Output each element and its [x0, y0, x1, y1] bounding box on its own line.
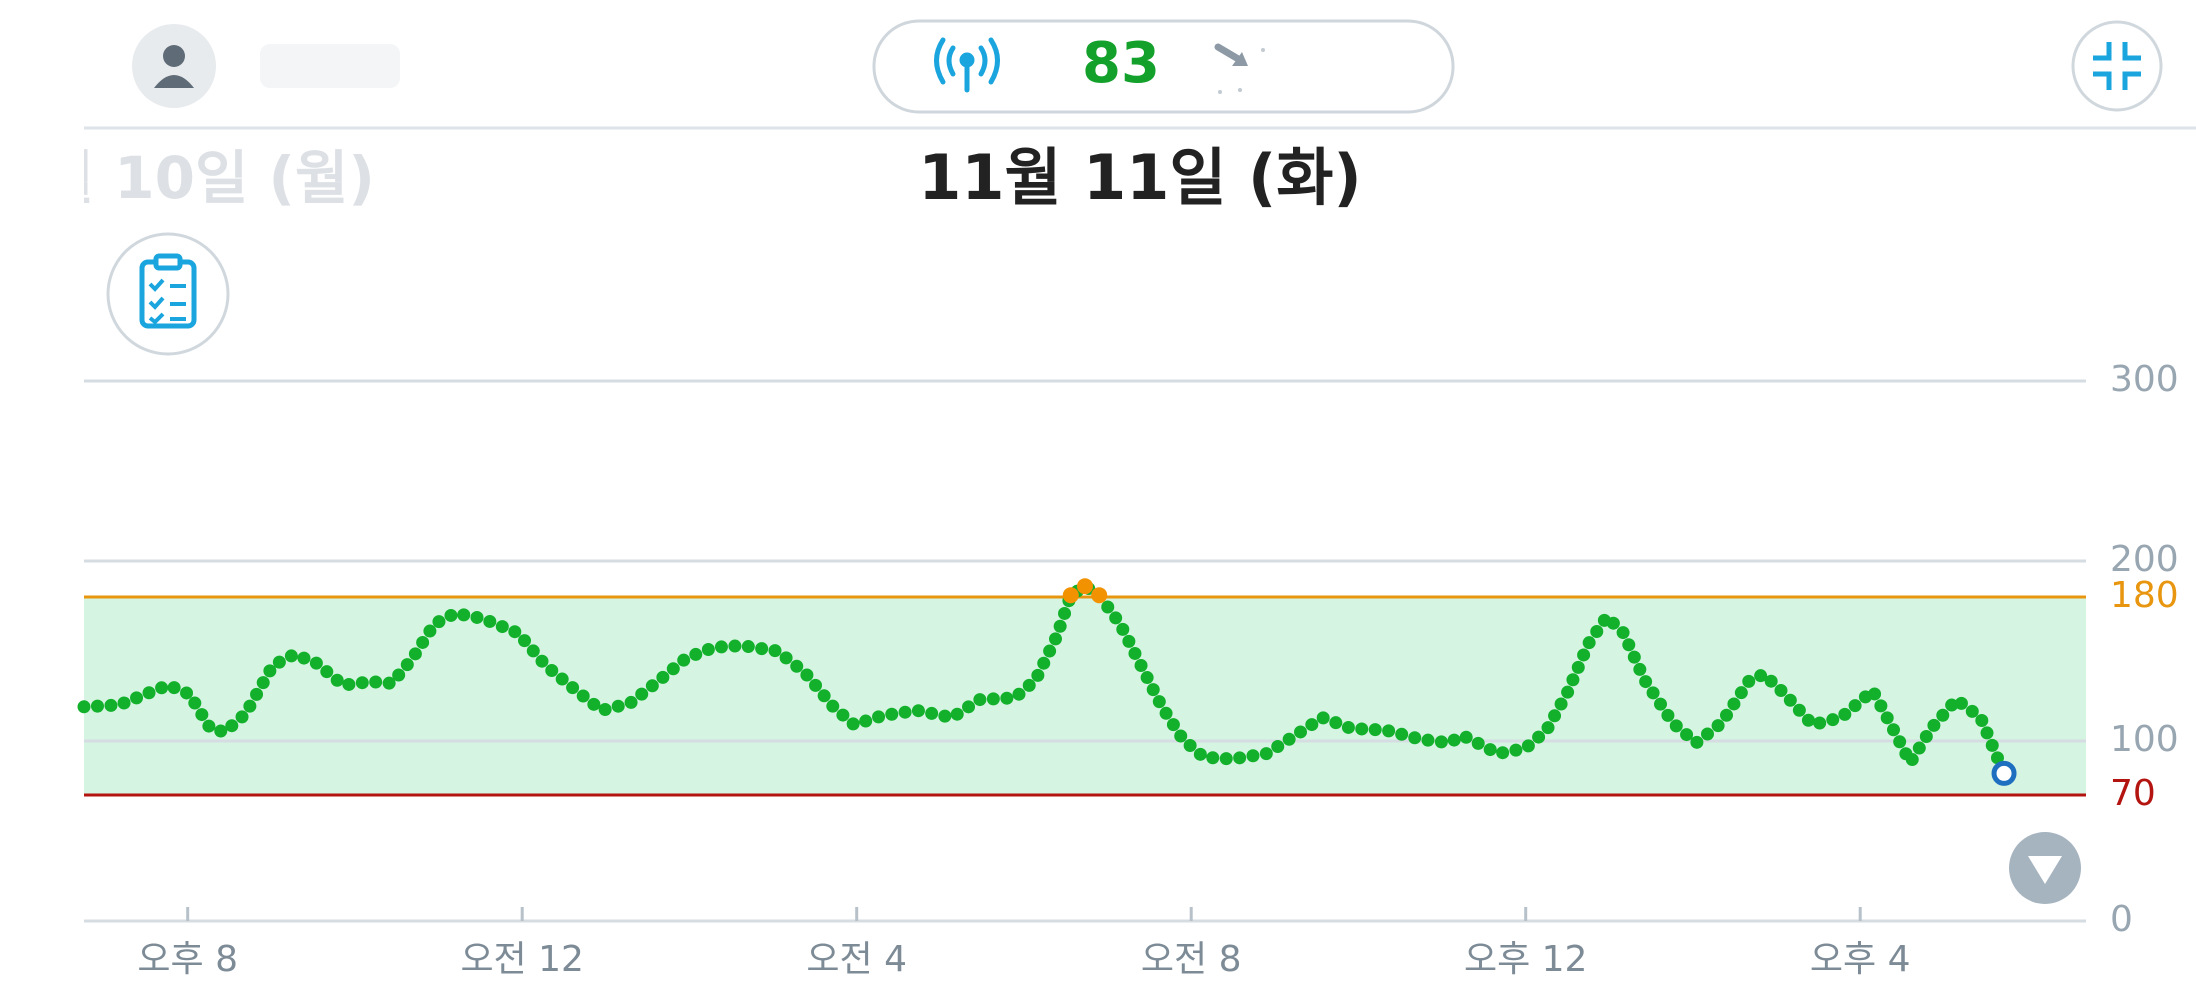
current-glucose: 83 [1082, 31, 1160, 96]
user-name-blur [260, 44, 400, 88]
y-tick-label: 200 [2110, 539, 2179, 580]
signal-icon [934, 37, 1000, 93]
avatar[interactable] [132, 24, 216, 108]
status-pill[interactable] [872, 19, 1455, 114]
glucose-line [77, 578, 2011, 780]
y-tick-label: 100 [2110, 719, 2179, 760]
prev-date[interactable]: 11월 10일 (월) [0, 144, 375, 212]
y-tick-label: 0 [2110, 899, 2133, 940]
target-label: 180 [2110, 575, 2179, 616]
x-tick-label: 오후 8 [137, 939, 238, 980]
scroll-down-button[interactable] [2009, 832, 2081, 904]
target-label: 70 [2110, 773, 2156, 814]
target-band [84, 597, 2086, 795]
log-button[interactable] [106, 232, 230, 356]
x-tick-label: 오전 8 [1141, 939, 1242, 980]
glucose-chart: 0 100 200 300 180 70 오후 8 오전 12 오전 4 오전 8 오후 12 오후 … [77, 359, 2179, 980]
collapse-button[interactable] [2071, 20, 2163, 112]
x-tick-label: 오후 12 [1464, 939, 1588, 980]
high-point [1077, 578, 1093, 595]
high-point [1062, 587, 1079, 604]
trend-arrow [1214, 43, 1265, 94]
high-point [1091, 587, 1108, 604]
date-title: 11월 11일 (화) [918, 141, 1362, 214]
x-tick-label: 오전 12 [460, 939, 584, 980]
current-point [1991, 760, 2017, 786]
y-tick-label: 300 [2110, 359, 2179, 400]
x-tick-label: 오전 4 [806, 939, 907, 980]
x-tick-label: 오후 4 [1810, 939, 1911, 980]
